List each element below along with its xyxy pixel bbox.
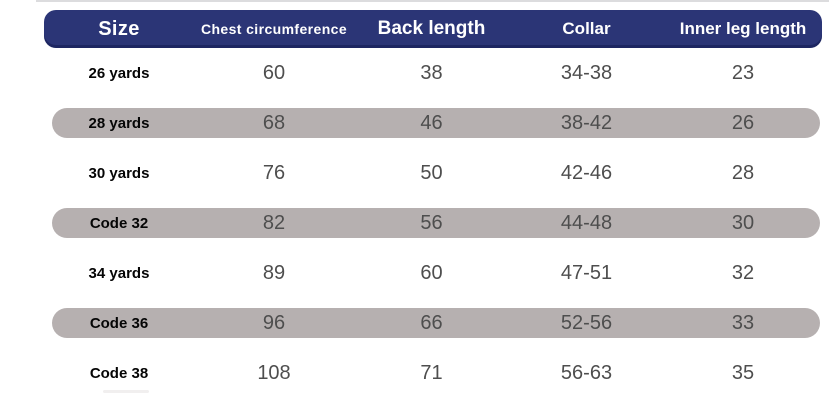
header-cell-chest: Chest circumference — [200, 21, 348, 37]
table-row: 30 yards 76 50 42-46 28 — [44, 148, 822, 198]
cell-size: Code 38 — [89, 364, 149, 382]
cell-back: 38 — [420, 61, 443, 84]
cell-inner: 30 — [731, 211, 755, 234]
table-row: Code 36 96 66 52-56 33 — [44, 298, 822, 348]
table-row: 34 yards 89 60 47-51 32 — [44, 248, 822, 298]
cell-size: 30 yards — [88, 164, 150, 182]
header-cell-collar: Collar — [562, 19, 611, 38]
cell-collar: 34-38 — [560, 61, 613, 84]
cell-inner: 33 — [731, 311, 755, 334]
cell-chest: 96 — [262, 311, 286, 334]
cropped-content-artifact — [103, 390, 149, 393]
cell-size: 26 yards — [88, 64, 150, 82]
cell-size: Code 32 — [89, 214, 149, 232]
cell-chest: 68 — [262, 111, 286, 134]
cell-size: Code 36 — [89, 314, 149, 332]
cell-collar: 42-46 — [560, 161, 613, 184]
table-row: 26 yards 60 38 34-38 23 — [44, 48, 822, 98]
cell-collar: 38-42 — [560, 111, 613, 134]
table-row: 28 yards 68 46 38-42 26 — [44, 98, 822, 148]
cell-collar: 44-48 — [560, 211, 613, 234]
cell-back: 66 — [420, 311, 443, 334]
cell-collar: 52-56 — [560, 311, 613, 334]
table-header-row: Size Chest circumference Back length Col… — [44, 10, 822, 48]
header-cell-back: Back length — [377, 18, 486, 39]
header-cell-inner: Inner leg length — [679, 19, 807, 38]
cell-size: 28 yards — [88, 114, 150, 132]
cell-collar: 56-63 — [560, 361, 613, 384]
cell-inner: 32 — [731, 261, 755, 284]
cell-size: 34 yards — [88, 264, 150, 282]
header-cell-size: Size — [98, 17, 140, 40]
cell-inner: 35 — [731, 361, 755, 384]
cell-back: 60 — [420, 261, 443, 284]
top-hairline-artifact — [36, 0, 829, 2]
cell-chest: 108 — [257, 361, 291, 384]
cell-inner: 26 — [731, 111, 755, 134]
cell-chest: 89 — [262, 261, 286, 284]
table-row: Code 32 82 56 44-48 30 — [44, 198, 822, 248]
cell-inner: 28 — [731, 161, 755, 184]
size-table: Size Chest circumference Back length Col… — [44, 10, 822, 398]
cell-back: 56 — [420, 211, 443, 234]
cell-back: 50 — [420, 161, 443, 184]
cell-back: 46 — [420, 111, 443, 134]
table-row: Code 38 108 71 56-63 35 — [44, 348, 822, 398]
cell-chest: 82 — [262, 211, 286, 234]
cell-chest: 76 — [262, 161, 286, 184]
cell-inner: 23 — [731, 61, 755, 84]
cell-collar: 47-51 — [560, 261, 613, 284]
cell-chest: 60 — [262, 61, 286, 84]
cell-back: 71 — [420, 361, 443, 384]
